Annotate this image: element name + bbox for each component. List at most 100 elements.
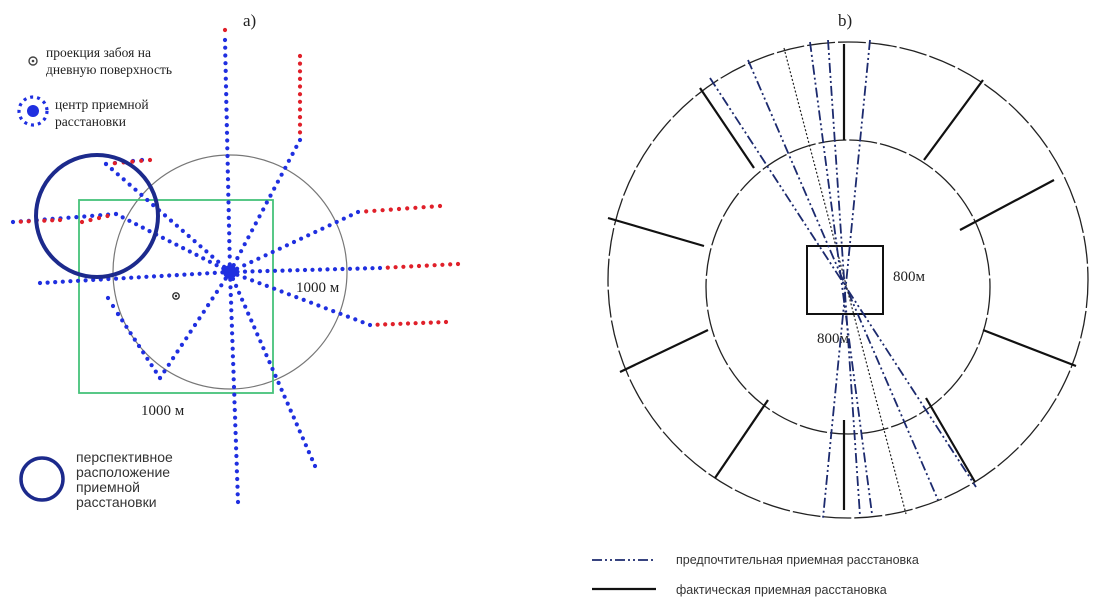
actual-line bbox=[923, 79, 984, 161]
receiver-dot bbox=[232, 407, 237, 413]
preferred-line bbox=[709, 77, 977, 488]
receiver-dot bbox=[225, 161, 230, 166]
receiver-dot bbox=[227, 246, 232, 251]
receiver-dot bbox=[226, 215, 231, 220]
receiver-dot bbox=[233, 423, 238, 428]
receiver-dot bbox=[225, 177, 231, 182]
receiver-dot bbox=[222, 27, 228, 33]
dotted-receiver-line bbox=[222, 37, 232, 267]
receiver-dot bbox=[233, 415, 238, 420]
receiver-dot bbox=[179, 342, 184, 347]
receiver-dot bbox=[144, 274, 149, 279]
receiver-dot bbox=[206, 303, 211, 308]
receiver-dot bbox=[257, 214, 262, 219]
receiver-dot bbox=[261, 207, 266, 212]
receiver-dot bbox=[235, 499, 241, 505]
receiver-dot bbox=[231, 377, 236, 382]
legend-actual-label: фактическая приемная расстановка bbox=[676, 583, 887, 597]
receiver-dot bbox=[231, 369, 236, 374]
receiver-dot bbox=[429, 204, 434, 209]
receiver-dot bbox=[210, 296, 215, 301]
receiver-dot bbox=[136, 275, 141, 280]
receiver-dot bbox=[301, 297, 306, 302]
receiver-dot bbox=[355, 266, 360, 271]
receiver-dot bbox=[26, 219, 31, 224]
receiver-dot bbox=[246, 235, 251, 240]
dotted-receiver-line bbox=[222, 27, 228, 33]
legend-perspective-line2: расположение bbox=[76, 464, 170, 480]
receiver-dot bbox=[82, 214, 87, 219]
receiver-dot bbox=[294, 295, 299, 300]
legend-center-ring bbox=[17, 95, 49, 127]
receiver-dot bbox=[275, 179, 280, 184]
receiver-dot bbox=[145, 197, 150, 203]
receiver-dot bbox=[340, 266, 345, 272]
receiver-dot bbox=[297, 84, 303, 89]
receiver-dot bbox=[279, 172, 284, 177]
receiver-dot bbox=[264, 353, 269, 358]
receiver-dot bbox=[291, 415, 296, 420]
receiver-dot bbox=[306, 233, 311, 238]
receiver-dot bbox=[272, 286, 277, 291]
receiver-dot bbox=[230, 338, 235, 344]
receiver-dot bbox=[232, 400, 237, 405]
receiver-dot bbox=[184, 336, 189, 341]
receiver-dot bbox=[223, 45, 228, 50]
receiver-dot bbox=[115, 311, 121, 317]
receiver-dot bbox=[309, 300, 314, 305]
receiver-dot bbox=[121, 177, 126, 182]
receiver-dot bbox=[297, 115, 303, 120]
receiver-dot bbox=[42, 218, 47, 223]
preferred-line bbox=[747, 59, 939, 501]
dotted-receiver-line bbox=[231, 137, 303, 268]
receiver-dot bbox=[332, 267, 338, 272]
receiver-dot bbox=[291, 239, 297, 245]
receiver-dot bbox=[105, 213, 110, 219]
receiver-dot bbox=[295, 268, 300, 273]
receiver-dot bbox=[234, 283, 239, 288]
receiver-dot bbox=[210, 254, 215, 259]
receiver-dot bbox=[294, 144, 299, 149]
receiver-dot bbox=[297, 61, 303, 66]
receiver-dot bbox=[234, 453, 239, 459]
receiver-dot bbox=[182, 272, 187, 277]
receiver-dot bbox=[231, 384, 237, 390]
receiver-dot bbox=[257, 269, 263, 274]
receiver-dot bbox=[224, 92, 229, 97]
receiver-dot bbox=[189, 272, 195, 277]
receiver-dot bbox=[239, 249, 244, 254]
panel-a-label: a) bbox=[243, 11, 256, 30]
receiver-dot bbox=[226, 208, 231, 213]
receiver-dot bbox=[405, 206, 410, 211]
legend-perspective-icon bbox=[19, 456, 65, 502]
receiver-dot bbox=[297, 92, 303, 97]
receiver-dot bbox=[223, 53, 228, 58]
legend-center-icon bbox=[17, 95, 49, 127]
receiver-dot bbox=[287, 268, 293, 273]
receiver-dot bbox=[50, 218, 55, 223]
receiver-dot bbox=[90, 213, 95, 218]
receiver-dot bbox=[297, 53, 303, 59]
receiver-dot bbox=[265, 268, 270, 274]
circle-radius-label: 1000 м bbox=[296, 280, 340, 296]
receiver-dot bbox=[132, 337, 137, 342]
receiver-dot bbox=[160, 235, 165, 240]
receiver-dot bbox=[331, 309, 336, 314]
receiver-dot bbox=[227, 254, 232, 259]
receiver-dot bbox=[448, 262, 453, 267]
actual-line bbox=[925, 397, 976, 483]
receiver-dot bbox=[286, 292, 291, 297]
receiver-dot bbox=[157, 375, 163, 381]
receiver-dot bbox=[242, 242, 247, 247]
legend-perspective-line4: расстановки bbox=[76, 494, 157, 510]
receiver-dot bbox=[242, 263, 247, 268]
receiver-dot bbox=[327, 223, 332, 228]
receiver-dot bbox=[127, 182, 132, 187]
receiver-dot bbox=[127, 218, 132, 223]
dotted-receiver-line bbox=[37, 270, 225, 286]
receiver-dot bbox=[250, 269, 255, 274]
receiver-dot bbox=[409, 264, 414, 269]
legend-center-line1: центр приемной bbox=[55, 97, 149, 112]
receiver-dot bbox=[436, 320, 441, 325]
receiver-dot bbox=[74, 215, 79, 220]
